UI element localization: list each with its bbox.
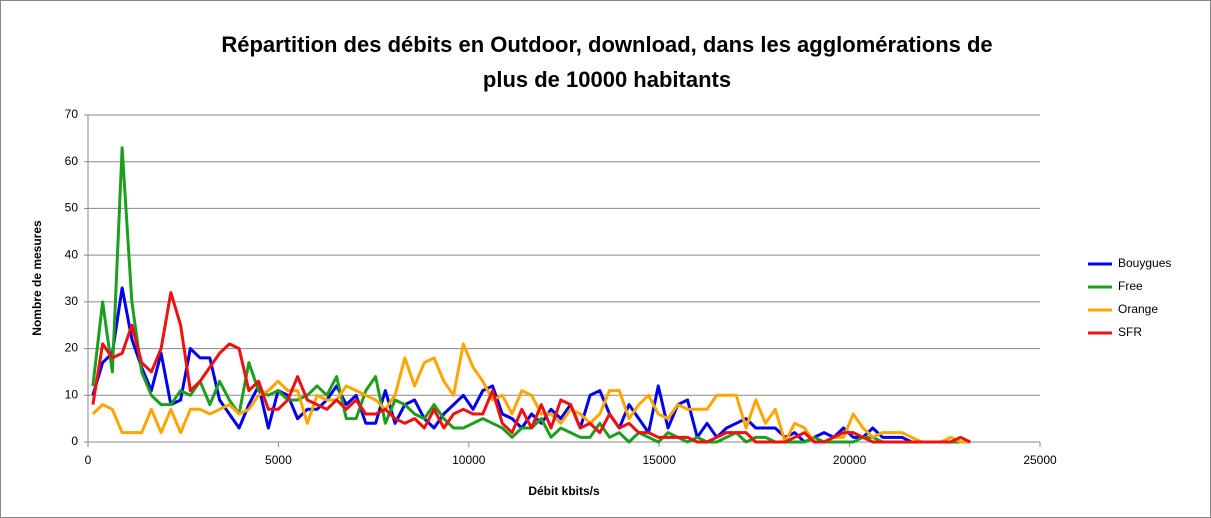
y-tick-label: 40 xyxy=(65,247,79,261)
y-tick-label: 0 xyxy=(71,434,78,448)
x-tick-label: 25000 xyxy=(1023,453,1057,467)
x-tick-label: 20000 xyxy=(833,453,867,467)
y-tick-label: 20 xyxy=(65,341,79,355)
y-axis-label: Nombre de mesures xyxy=(30,220,44,336)
legend-label: Bouygues xyxy=(1118,256,1171,270)
x-tick-label: 15000 xyxy=(643,453,677,467)
y-tick-label: 70 xyxy=(65,107,79,121)
y-tick-label: 30 xyxy=(65,294,79,308)
x-tick-label: 10000 xyxy=(452,453,486,467)
legend-label: Free xyxy=(1118,279,1143,293)
series-line xyxy=(91,291,971,444)
x-tick-label: 5000 xyxy=(265,453,292,467)
x-tick-label: 0 xyxy=(85,453,92,467)
legend-label: Orange xyxy=(1118,302,1158,316)
chart-title: plus de 10000 habitants xyxy=(483,67,731,92)
chart-title: Répartition des débits en Outdoor, downl… xyxy=(221,32,992,57)
series-line xyxy=(91,286,971,444)
y-tick-label: 10 xyxy=(65,387,79,401)
y-tick-label: 60 xyxy=(65,154,79,168)
y-tick-label: 50 xyxy=(65,201,79,215)
legend-label: SFR xyxy=(1118,325,1142,339)
x-axis-label: Débit kbits/s xyxy=(528,484,600,498)
